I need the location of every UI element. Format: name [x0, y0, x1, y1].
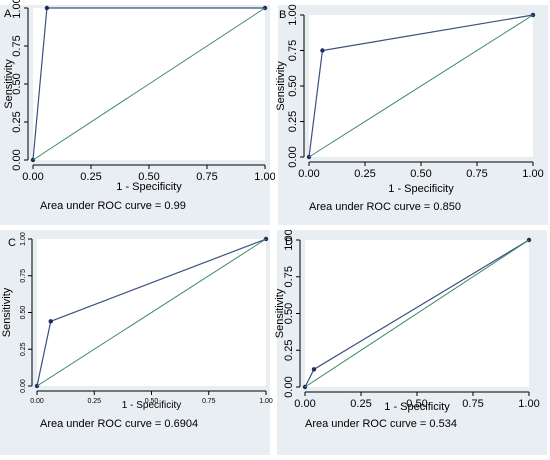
y-tick-label: 0.50 [287, 75, 299, 96]
x-tick-label: 0.25 [80, 171, 101, 183]
y-tick-label: 0.75 [283, 266, 295, 287]
auc-label: Area under ROC curve = 0.850 [309, 201, 461, 213]
x-tick-label: 1.00 [254, 171, 275, 183]
x-tick-label: 0.50 [410, 168, 431, 180]
panel-letter: B [279, 9, 286, 21]
y-tick-label: 0.25 [287, 111, 299, 132]
chart-svg: 0.00 0.25 0.50 0.75 1.00 0.00 0.25 0.50 0.75 1.00… [275, 4, 548, 225]
x-tick-label: 0.75 [196, 171, 217, 183]
y-axis-title: Sensitivity [1, 287, 13, 337]
y-tick-label: 0.00 [283, 376, 295, 397]
y-tick-label: 1.00 [11, 0, 23, 19]
reference-line [304, 239, 530, 388]
y-tick-label: 0.75 [20, 269, 27, 283]
x-tick-label: 0.00 [298, 168, 319, 180]
y-tick-label: 0.25 [11, 111, 23, 132]
y-tick-label: 0.75 [11, 35, 23, 56]
roc-point [44, 5, 50, 11]
y-axis-title: Sensitivity [275, 61, 287, 111]
y-tick-label: 1.00 [287, 4, 299, 25]
reference-line [308, 14, 534, 158]
auc-label: Area under ROC curve = 0.99 [40, 200, 186, 212]
y-tick-label: 0.50 [20, 306, 27, 320]
roc-point [48, 319, 53, 324]
roc-panel-a: 0.00 0.25 0.50 0.75 1.00 0.00 0.25 0.50 0.75 1.00… [0, 0, 275, 230]
x-axis-title: 1 - Specificity [116, 181, 182, 193]
x-axis-title: 1 - Specificity [388, 183, 454, 195]
x-tick-label: 0.25 [87, 398, 101, 405]
y-axis-title: Sensitivity [3, 59, 15, 109]
x-tick-label: 0.50 [138, 171, 159, 183]
x-tick-label: 0.00 [294, 398, 315, 410]
x-tick-label: 0.50 [145, 398, 159, 405]
x-tick-label: 0.25 [354, 168, 375, 180]
panel-letter: C [8, 237, 16, 249]
roc-panel-d: 0.00 0.25 0.50 0.75 1.00 0.00 0.25 0.50 0.75 1.00… [275, 230, 550, 460]
x-tick-label: 1.00 [259, 398, 273, 405]
y-tick-label: 0.75 [287, 40, 299, 61]
roc-panel-c: 0.00 0.25 0.50 0.75 1.00 0.00 0.25 0.50 0.75 1.00… [0, 230, 275, 460]
x-tick-label: 0.75 [462, 398, 483, 410]
x-axis-title: 1 - Specificity [384, 401, 450, 413]
chart-svg: 0.00 0.25 0.50 0.75 1.00 0.00 0.25 0.50 0.75 1.00… [0, 230, 273, 455]
roc-point [320, 48, 325, 53]
y-tick-label: 0.00 [11, 149, 23, 170]
panel-letter: A [4, 8, 12, 20]
reference-line [32, 7, 266, 161]
y-tick-label: 0.50 [283, 303, 295, 324]
y-tick-label: 1.00 [283, 230, 295, 251]
auc-label: Area under ROC curve = 0.6904 [40, 418, 198, 430]
y-tick-label: 0.00 [20, 379, 27, 393]
y-tick-label: 0.50 [11, 73, 23, 94]
x-tick-label: 1.00 [518, 398, 539, 410]
y-tick-label: 1.00 [20, 232, 27, 246]
x-tick-label: 1.00 [522, 168, 543, 180]
y-tick-label: 0.25 [20, 342, 27, 356]
x-tick-label: 0.00 [30, 398, 44, 405]
x-tick-label: 0.00 [22, 171, 43, 183]
x-axis-title: 1 - Specificity [122, 400, 181, 411]
x-tick-label: 0.25 [350, 398, 371, 410]
auc-label: Area under ROC curve = 0.534 [305, 418, 457, 430]
x-tick-label: 0.50 [406, 398, 427, 410]
y-tick-label: 0.25 [283, 340, 295, 361]
x-tick-label: 0.75 [466, 168, 487, 180]
roc-point [311, 367, 317, 372]
roc-panel-b: 0.00 0.25 0.50 0.75 1.00 0.00 0.25 0.50 0.75 1.00… [275, 0, 550, 230]
x-tick-label: 0.75 [202, 398, 216, 405]
y-axis-title: Sensitivity [275, 288, 286, 338]
chart-svg: 0.00 0.25 0.50 0.75 1.00 0.00 0.25 0.50 0.75 1.00… [275, 230, 547, 455]
reference-line [36, 238, 267, 387]
chart-svg: 0.00 0.25 0.50 0.75 1.00 0.00 0.25 0.50 0.75 1.00… [0, 0, 275, 225]
panel-letter: D [285, 236, 293, 248]
y-tick-label: 0.00 [287, 146, 299, 167]
